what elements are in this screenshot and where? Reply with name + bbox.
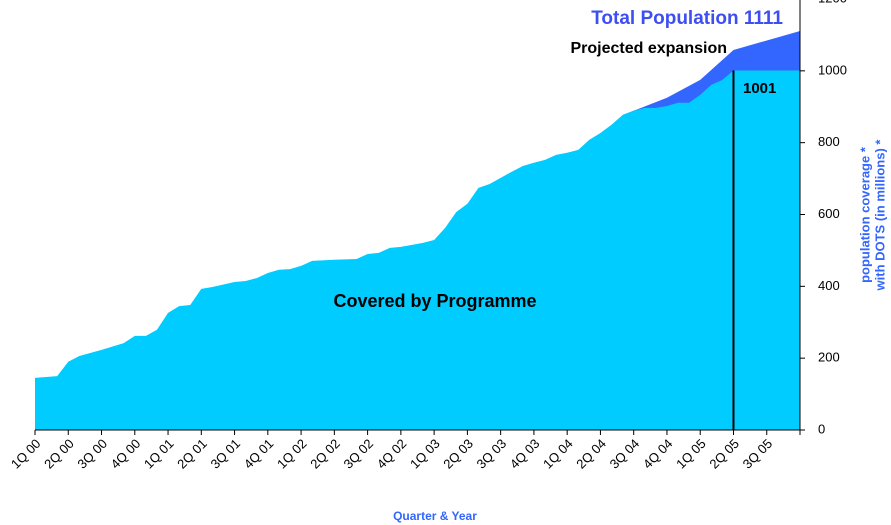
- y-axis-title: population coverage *: [857, 146, 872, 283]
- x-tick-label: 3Q 05: [740, 436, 776, 472]
- y-tick-label: 200: [818, 350, 840, 365]
- series-label: Covered by Programme: [333, 291, 536, 311]
- x-tick-label: 3Q 04: [607, 436, 643, 472]
- x-tick-label: 1Q 05: [673, 436, 709, 472]
- x-tick-label: 1Q 00: [8, 436, 44, 472]
- y-tick-label: 0: [818, 421, 825, 436]
- x-tick-label: 2Q 02: [307, 436, 343, 472]
- x-tick-label: 2Q 00: [41, 436, 77, 472]
- x-tick-label: 1Q 04: [540, 436, 576, 472]
- x-tick-label: 4Q 01: [241, 436, 277, 472]
- y-tick-label: 600: [818, 206, 840, 221]
- x-tick-label: 3Q 00: [74, 436, 110, 472]
- x-tick-label: 2Q 04: [573, 436, 609, 472]
- x-tick-label: 3Q 01: [207, 436, 243, 472]
- x-axis-title: Quarter & Year: [393, 509, 477, 523]
- y-tick-label: 400: [818, 278, 840, 293]
- x-tick-label: 2Q 03: [440, 436, 476, 472]
- x-tick-label: 4Q 04: [640, 436, 676, 472]
- y-tick-label: 1200: [818, 0, 847, 5]
- series-label: Projected expansion: [571, 40, 728, 57]
- x-tick-label: 1Q 01: [141, 436, 177, 472]
- area: [35, 70, 800, 430]
- x-tick-label: 1Q 03: [407, 436, 443, 472]
- y-tick-label: 1000: [818, 62, 847, 77]
- x-tick-label: 4Q 00: [108, 436, 144, 472]
- x-tick-label: 2Q 01: [174, 436, 210, 472]
- x-tick-label: 3Q 03: [474, 436, 510, 472]
- annotation: Total Population 1111: [591, 8, 783, 29]
- x-tick-label: 2Q 05: [706, 436, 742, 472]
- y-axis-title: with DOTS (in millions) *: [872, 139, 887, 292]
- x-tick-label: 1Q 02: [274, 436, 310, 472]
- y-tick-label: 800: [818, 134, 840, 149]
- x-tick-label: 3Q 02: [341, 436, 377, 472]
- x-tick-label: 4Q 02: [374, 436, 410, 472]
- x-tick-label: 4Q 03: [507, 436, 543, 472]
- annotation: 1001: [743, 80, 776, 97]
